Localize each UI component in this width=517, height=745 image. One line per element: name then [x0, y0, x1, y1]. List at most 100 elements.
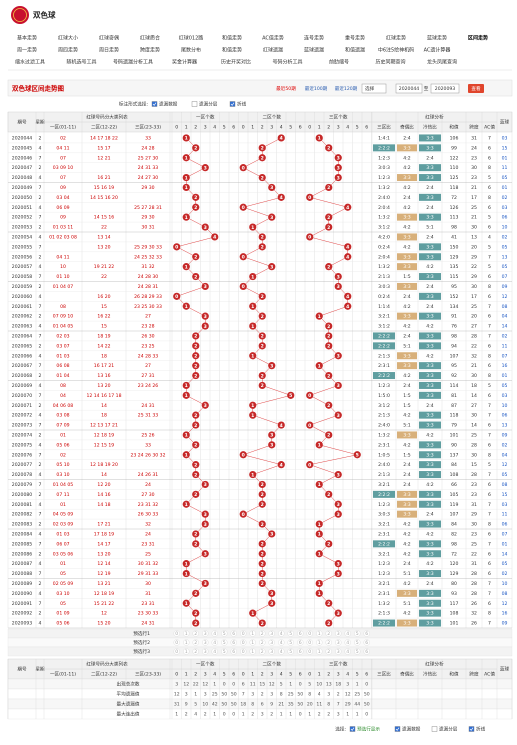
- preselect-slot[interactable]: [306, 639, 313, 646]
- nav-link[interactable]: 红球质合: [140, 35, 160, 42]
- checkbox[interactable]: [229, 101, 236, 107]
- preselect-slot[interactable]: [211, 630, 218, 637]
- preselect-digit[interactable]: 4: [346, 649, 349, 655]
- preselect-digit[interactable]: 0: [242, 640, 245, 646]
- recent-link[interactable]: 最近50期: [276, 85, 296, 92]
- preselect-slot[interactable]: [278, 639, 285, 646]
- preselect-digit[interactable]: 3: [204, 649, 207, 655]
- nav-link[interactable]: 红球走势: [386, 35, 406, 42]
- select-text[interactable]: 选择: [365, 85, 375, 92]
- nav-link[interactable]: 尾数分布: [181, 47, 201, 54]
- nav-link[interactable]: 红球012路: [179, 35, 204, 42]
- preselect-slot[interactable]: [221, 639, 228, 646]
- preselect-digit[interactable]: 6: [365, 649, 368, 655]
- preselect-digit[interactable]: 6: [232, 649, 235, 655]
- option-label[interactable]: 遗漏数据: [159, 101, 178, 108]
- preselect-slot[interactable]: [325, 630, 332, 637]
- footer-option[interactable]: 折线: [476, 726, 486, 733]
- nav-link[interactable]: AC遗计算器: [424, 47, 451, 54]
- footer-option[interactable]: 遗漏数据: [402, 726, 421, 733]
- preselect-digit[interactable]: 4: [213, 640, 216, 646]
- preselect-digit[interactable]: 0: [175, 640, 178, 646]
- preselect-digit[interactable]: 4: [280, 640, 283, 646]
- preselect-slot[interactable]: [287, 648, 294, 655]
- checkbox[interactable]: [191, 101, 198, 107]
- nav-link[interactable]: 历史同期查询: [375, 59, 405, 66]
- option-label[interactable]: 遗漏分层: [199, 101, 218, 108]
- from-text[interactable]: 2020044: [399, 86, 420, 92]
- preselect-slot[interactable]: [192, 648, 199, 655]
- preselect-digit[interactable]: 2: [261, 649, 264, 655]
- until-input[interactable]: [430, 83, 460, 94]
- preselect-slot[interactable]: [173, 639, 180, 646]
- preselect-slot[interactable]: [287, 630, 294, 637]
- preselect-digit[interactable]: 3: [337, 631, 340, 637]
- preselect-slot[interactable]: [202, 639, 209, 646]
- preselect-slot[interactable]: [183, 648, 190, 655]
- preselect-digit[interactable]: 3: [337, 640, 340, 646]
- preselect-digit[interactable]: 4: [213, 631, 216, 637]
- preselect-slot[interactable]: [240, 630, 247, 637]
- footer-option[interactable]: 预选行显示: [357, 726, 380, 733]
- preselect-digit[interactable]: 0: [308, 631, 311, 637]
- preselect-slot[interactable]: [268, 639, 275, 646]
- preselect-slot[interactable]: [192, 639, 199, 646]
- preselect-digit[interactable]: 4: [280, 649, 283, 655]
- preselect-slot[interactable]: [325, 639, 332, 646]
- nav-link[interactable]: 和值遗漏: [345, 47, 365, 54]
- preselect-digit[interactable]: 1: [251, 649, 254, 655]
- preselect-digit[interactable]: 6: [365, 631, 368, 637]
- until-text[interactable]: 2020093: [435, 86, 456, 92]
- preselect-digit[interactable]: 1: [318, 649, 321, 655]
- preselect-slot[interactable]: [221, 648, 228, 655]
- preselect-digit[interactable]: 5: [356, 649, 359, 655]
- preselect-slot[interactable]: [230, 639, 237, 646]
- preselect-digit[interactable]: 0: [308, 649, 311, 655]
- preselect-digit[interactable]: 6: [232, 640, 235, 646]
- preselect-slot[interactable]: [344, 648, 351, 655]
- recent-link[interactable]: 最近100期: [305, 85, 328, 92]
- preselect-slot[interactable]: [316, 639, 323, 646]
- checkbox[interactable]: [394, 726, 401, 732]
- preselect-slot[interactable]: [316, 648, 323, 655]
- preselect-digit[interactable]: 1: [318, 640, 321, 646]
- preselect-slot[interactable]: [183, 639, 190, 646]
- preselect-slot[interactable]: [325, 648, 332, 655]
- preselect-digit[interactable]: 1: [251, 640, 254, 646]
- preselect-slot[interactable]: [202, 648, 209, 655]
- preselect-digit[interactable]: 4: [213, 649, 216, 655]
- preselect-slot[interactable]: [335, 639, 342, 646]
- preselect-slot[interactable]: [249, 630, 256, 637]
- preselect-slot[interactable]: [211, 639, 218, 646]
- nav-link[interactable]: 缩水过滤工具: [15, 59, 45, 66]
- preselect-slot[interactable]: [363, 639, 370, 646]
- nav-link[interactable]: 蓝球遗漏: [304, 47, 324, 54]
- preselect-slot[interactable]: [316, 630, 323, 637]
- preselect-slot[interactable]: [297, 630, 304, 637]
- preselect-digit[interactable]: 2: [194, 640, 197, 646]
- preselect-digit[interactable]: 1: [185, 631, 188, 637]
- preselect-digit[interactable]: 6: [299, 649, 302, 655]
- preselect-digit[interactable]: 5: [356, 631, 359, 637]
- nav-link[interactable]: AC值走势: [262, 35, 284, 42]
- preselect-digit[interactable]: 0: [175, 631, 178, 637]
- nav-link[interactable]: 区间走势: [468, 35, 488, 42]
- preselect-digit[interactable]: 2: [261, 640, 264, 646]
- nav-link[interactable]: 红球奇偶: [99, 35, 119, 42]
- nav-link[interactable]: 连号走势: [304, 35, 324, 42]
- nav-link[interactable]: 奖金计算器: [172, 59, 197, 66]
- preselect-digit[interactable]: 4: [346, 640, 349, 646]
- checkbox[interactable]: [431, 726, 438, 732]
- preselect-slot[interactable]: [230, 630, 237, 637]
- nav-link[interactable]: 跨度走势: [140, 47, 160, 54]
- option-label[interactable]: 折线: [237, 101, 247, 108]
- preselect-slot[interactable]: [259, 648, 266, 655]
- preselect-slot[interactable]: [306, 630, 313, 637]
- preselect-slot[interactable]: [363, 630, 370, 637]
- nav-link[interactable]: 红球遗漏: [263, 47, 283, 54]
- preselect-digit[interactable]: 3: [270, 631, 273, 637]
- nav-link[interactable]: 号码遗漏分析工具: [113, 59, 153, 66]
- preselect-digit[interactable]: 3: [204, 631, 207, 637]
- nav-link[interactable]: 和值走势: [222, 35, 242, 42]
- preselect-digit[interactable]: 2: [194, 649, 197, 655]
